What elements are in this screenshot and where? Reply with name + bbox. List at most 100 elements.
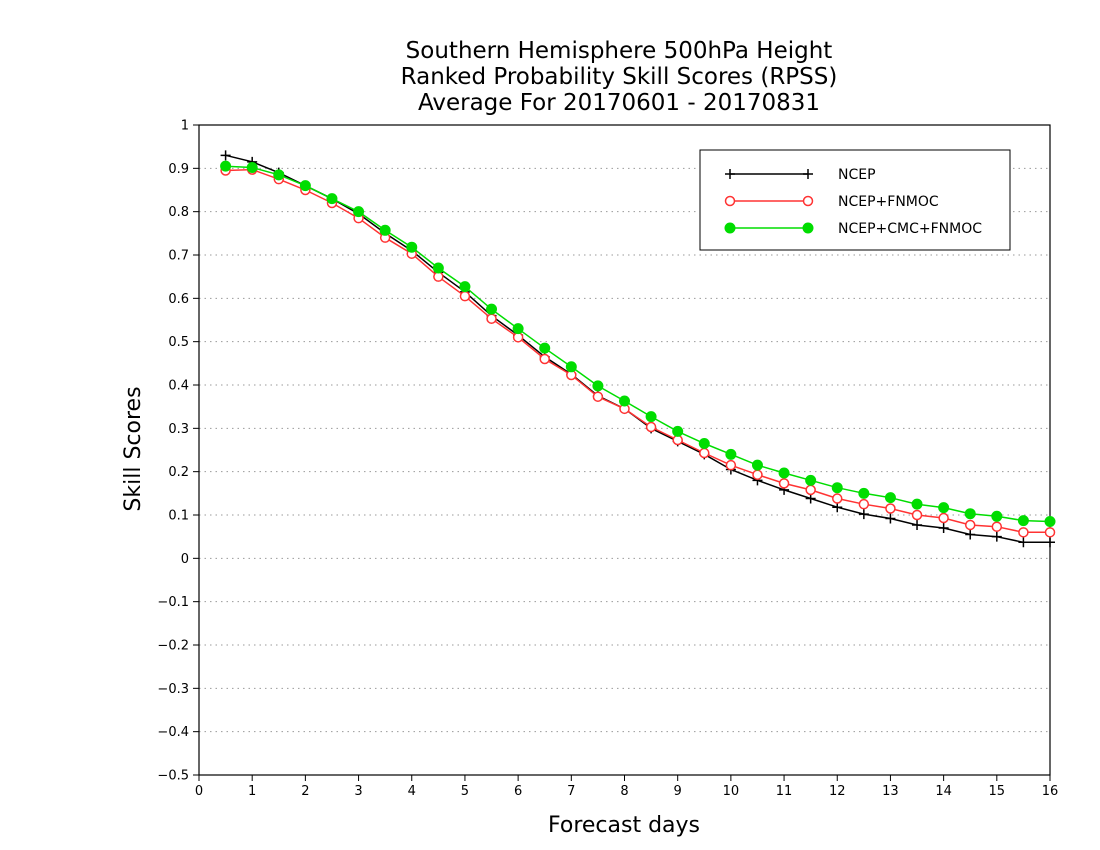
data-point-filled-circle xyxy=(938,502,950,514)
data-point-open-circle xyxy=(964,519,976,531)
legend-item: NCEP+CMC+FNMOC xyxy=(724,221,982,237)
data-point-filled-circle xyxy=(406,241,418,253)
title-line-1: Southern Hemisphere 500hPa Height xyxy=(406,38,833,64)
data-point-plus xyxy=(885,513,896,524)
data-point-plus xyxy=(725,169,735,179)
data-point-plus xyxy=(938,523,949,533)
data-point-filled-circle xyxy=(459,281,471,293)
data-point-filled-circle xyxy=(539,342,551,354)
data-point-open-circle xyxy=(1018,527,1029,538)
x-tick-label: 6 xyxy=(514,784,522,799)
data-point-filled-circle xyxy=(724,222,736,234)
y-tick-label: −0.4 xyxy=(157,725,189,740)
x-tick-label: 10 xyxy=(723,784,740,799)
y-tick-label: 0.6 xyxy=(168,292,189,307)
data-point-plus xyxy=(803,169,813,179)
data-point-plus xyxy=(1018,537,1029,548)
data-point-filled-circle xyxy=(379,224,391,236)
x-tick-label: 2 xyxy=(301,784,309,799)
title-line-2: Ranked Probability Skill Scores (RPSS) xyxy=(401,64,838,90)
x-tick-label: 1 xyxy=(248,784,256,799)
y-tick-label: 0.2 xyxy=(168,465,189,480)
axes: −0.5 −0.4 −0.3 −0.2 −0.1 0 0.1 0.2 0.3 0.4 0.5 0.6 0… xyxy=(157,119,1058,800)
data-point-plus xyxy=(912,519,923,530)
data-point-filled-circle xyxy=(592,380,604,392)
y-tick-label: −0.5 xyxy=(157,769,189,784)
data-point-open-circle xyxy=(433,271,444,282)
x-tick-label: 5 xyxy=(461,784,469,799)
x-tick-label: 7 xyxy=(567,784,575,799)
data-point-filled-circle xyxy=(725,448,737,460)
y-tick-label: −0.2 xyxy=(157,639,189,654)
y-tick-label: 1 xyxy=(181,119,189,134)
data-point-filled-circle xyxy=(858,487,870,499)
data-point-open-circle xyxy=(991,521,1003,532)
data-point-plus xyxy=(1045,537,1055,548)
chart-title: Southern Hemisphere 500hPa Height Ranked… xyxy=(401,38,838,116)
x-tick-label: 13 xyxy=(882,784,899,799)
legend-item: NCEP xyxy=(725,167,876,183)
data-point-filled-circle xyxy=(220,160,232,172)
data-point-filled-circle xyxy=(246,161,258,173)
gridlines xyxy=(199,167,1050,733)
data-point-open-circle xyxy=(699,447,710,459)
data-point-plus xyxy=(991,531,1002,542)
data-point-filled-circle xyxy=(512,323,524,335)
data-point-open-circle xyxy=(938,512,949,524)
data-point-open-circle xyxy=(459,290,471,302)
data-point-filled-circle xyxy=(299,180,311,192)
title-line-3: Average For 20170601 - 20170831 xyxy=(418,90,820,116)
data-point-open-circle xyxy=(858,498,870,510)
x-tick-label: 8 xyxy=(620,784,628,799)
data-point-open-circle xyxy=(1044,527,1056,538)
legend-box xyxy=(699,149,1011,251)
data-point-open-circle xyxy=(724,195,736,207)
y-tick-label: 0.4 xyxy=(168,379,189,394)
x-tick-label: 15 xyxy=(989,784,1006,799)
x-tick-label: 9 xyxy=(674,784,682,799)
data-point-filled-circle xyxy=(831,482,843,494)
data-point-plus xyxy=(220,150,231,161)
series-ncep-cmc-fnmoc xyxy=(220,160,1056,527)
y-tick-label: 0.8 xyxy=(168,205,189,220)
x-axis-label: Forecast days xyxy=(548,813,700,838)
plot-series xyxy=(220,150,1056,548)
data-point-filled-circle xyxy=(884,492,896,504)
data-point-open-circle xyxy=(645,421,657,433)
data-point-filled-circle xyxy=(432,262,444,274)
data-point-filled-circle xyxy=(645,411,657,423)
legend-label: NCEP+FNMOC xyxy=(838,194,939,210)
y-axis-label: Skill Scores xyxy=(121,386,146,511)
x-tick-label: 12 xyxy=(829,784,846,799)
y-tick-label: 0.5 xyxy=(168,335,189,350)
data-point-filled-circle xyxy=(698,438,710,449)
y-tick-label: −0.3 xyxy=(157,682,189,697)
data-point-filled-circle xyxy=(964,508,976,520)
data-point-open-circle xyxy=(832,493,843,504)
y-tick-label: 0.3 xyxy=(168,422,189,437)
data-point-plus xyxy=(858,509,869,520)
y-tick-label: 0.9 xyxy=(168,162,189,177)
x-tick-label: 3 xyxy=(354,784,362,799)
data-point-open-circle xyxy=(486,313,497,324)
x-tick-label: 16 xyxy=(1042,784,1059,799)
data-point-filled-circle xyxy=(565,361,577,373)
x-tick-label: 4 xyxy=(408,784,416,799)
y-tick-label: 0.1 xyxy=(168,509,189,524)
data-point-open-circle xyxy=(752,469,763,480)
data-point-filled-circle xyxy=(778,467,790,479)
data-point-filled-circle xyxy=(911,498,923,510)
x-tick-label: 14 xyxy=(935,784,952,799)
legend-item: NCEP+FNMOC xyxy=(724,194,939,210)
data-point-filled-circle xyxy=(353,206,365,218)
data-point-filled-circle xyxy=(1044,516,1056,527)
data-point-plus xyxy=(832,502,843,513)
data-point-open-circle xyxy=(512,332,524,343)
data-point-filled-circle xyxy=(672,425,684,437)
data-point-open-circle xyxy=(725,459,737,471)
y-tick-label: 0 xyxy=(181,552,189,567)
x-tick-label: 0 xyxy=(195,784,203,799)
x-tick-label: 11 xyxy=(776,784,793,799)
data-point-filled-circle xyxy=(619,395,630,407)
data-point-filled-circle xyxy=(486,303,498,315)
